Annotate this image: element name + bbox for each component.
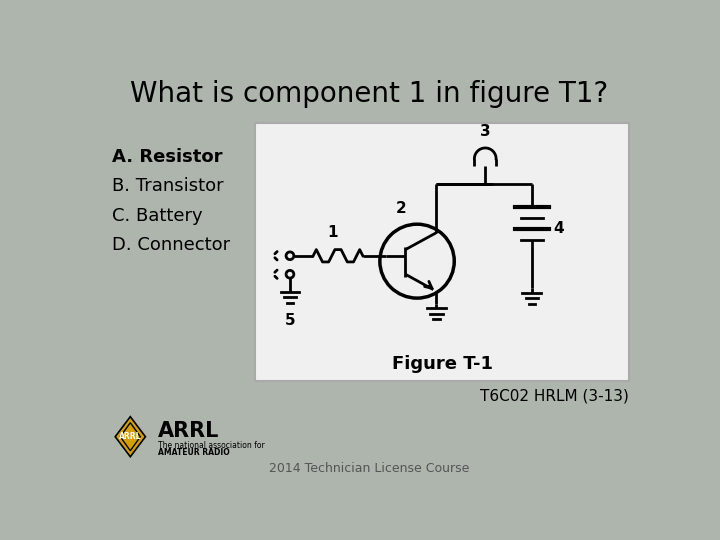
Text: T6C02 HRLM (3-13): T6C02 HRLM (3-13)	[480, 388, 629, 403]
Text: ARRL: ARRL	[119, 432, 142, 441]
Text: B. Transistor: B. Transistor	[112, 178, 223, 195]
Polygon shape	[115, 417, 145, 457]
Text: 2014 Technician License Course: 2014 Technician License Course	[269, 462, 469, 475]
Text: The national association for: The national association for	[158, 441, 265, 450]
FancyBboxPatch shape	[255, 123, 629, 381]
Text: 2: 2	[396, 201, 407, 217]
Text: 1: 1	[328, 225, 338, 240]
Text: ARRL: ARRL	[158, 421, 220, 441]
Text: A. Resistor: A. Resistor	[112, 148, 222, 166]
Text: 3: 3	[480, 124, 490, 139]
Text: D. Connector: D. Connector	[112, 236, 230, 254]
Text: AMATEUR RADIO: AMATEUR RADIO	[158, 448, 230, 457]
Text: C. Battery: C. Battery	[112, 207, 202, 225]
Text: What is component 1 in figure T1?: What is component 1 in figure T1?	[130, 80, 608, 108]
Text: 5: 5	[284, 313, 295, 328]
Text: Figure T-1: Figure T-1	[392, 355, 492, 373]
Text: 4: 4	[554, 221, 564, 237]
